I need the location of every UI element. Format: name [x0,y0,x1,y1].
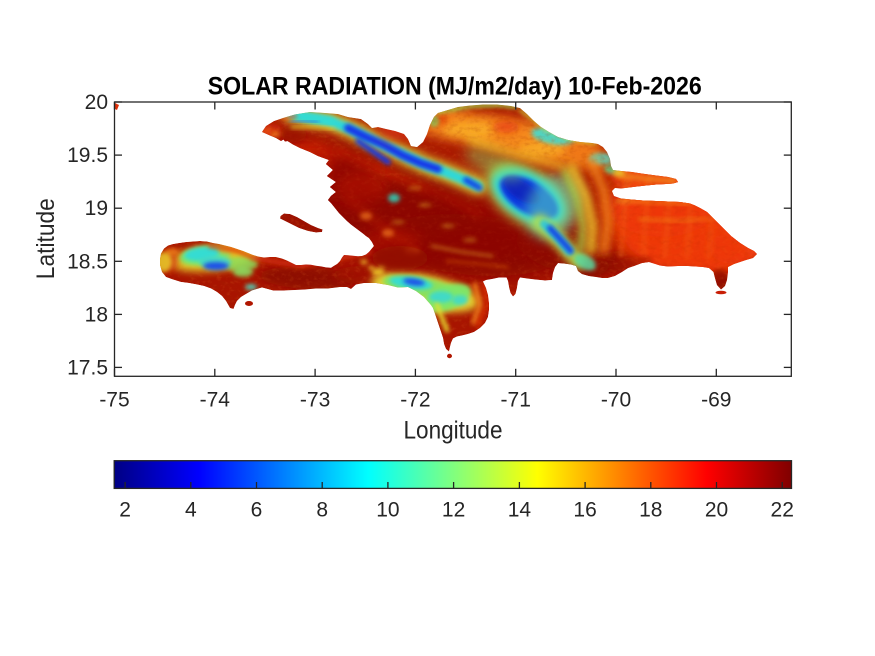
svg-text:2: 2 [119,498,131,521]
svg-text:SOLAR RADIATION (MJ/m2/day) 10: SOLAR RADIATION (MJ/m2/day) 10-Feb-2026 [208,73,702,101]
svg-text:-72: -72 [400,389,430,412]
svg-text:-73: -73 [300,389,330,412]
svg-text:-75: -75 [99,389,129,412]
svg-text:-71: -71 [501,389,531,412]
svg-text:8: 8 [316,498,328,521]
svg-text:4: 4 [185,498,197,521]
svg-text:20: 20 [85,91,108,114]
svg-text:18: 18 [639,498,662,521]
svg-text:12: 12 [442,498,465,521]
svg-text:-74: -74 [200,389,231,412]
svg-text:6: 6 [251,498,263,521]
svg-text:16: 16 [573,498,596,521]
svg-text:19: 19 [85,197,108,220]
svg-text:Latitude: Latitude [32,198,60,279]
svg-text:20: 20 [705,498,728,521]
svg-text:19.5: 19.5 [67,144,108,167]
svg-text:17.5: 17.5 [67,356,108,379]
svg-text:Longitude: Longitude [404,417,503,445]
svg-text:18: 18 [85,303,108,326]
svg-text:10: 10 [376,498,399,521]
svg-text:-70: -70 [601,389,631,412]
svg-text:18.5: 18.5 [67,250,108,273]
svg-text:22: 22 [771,498,794,521]
svg-text:14: 14 [508,498,532,521]
svg-text:-69: -69 [701,389,731,412]
